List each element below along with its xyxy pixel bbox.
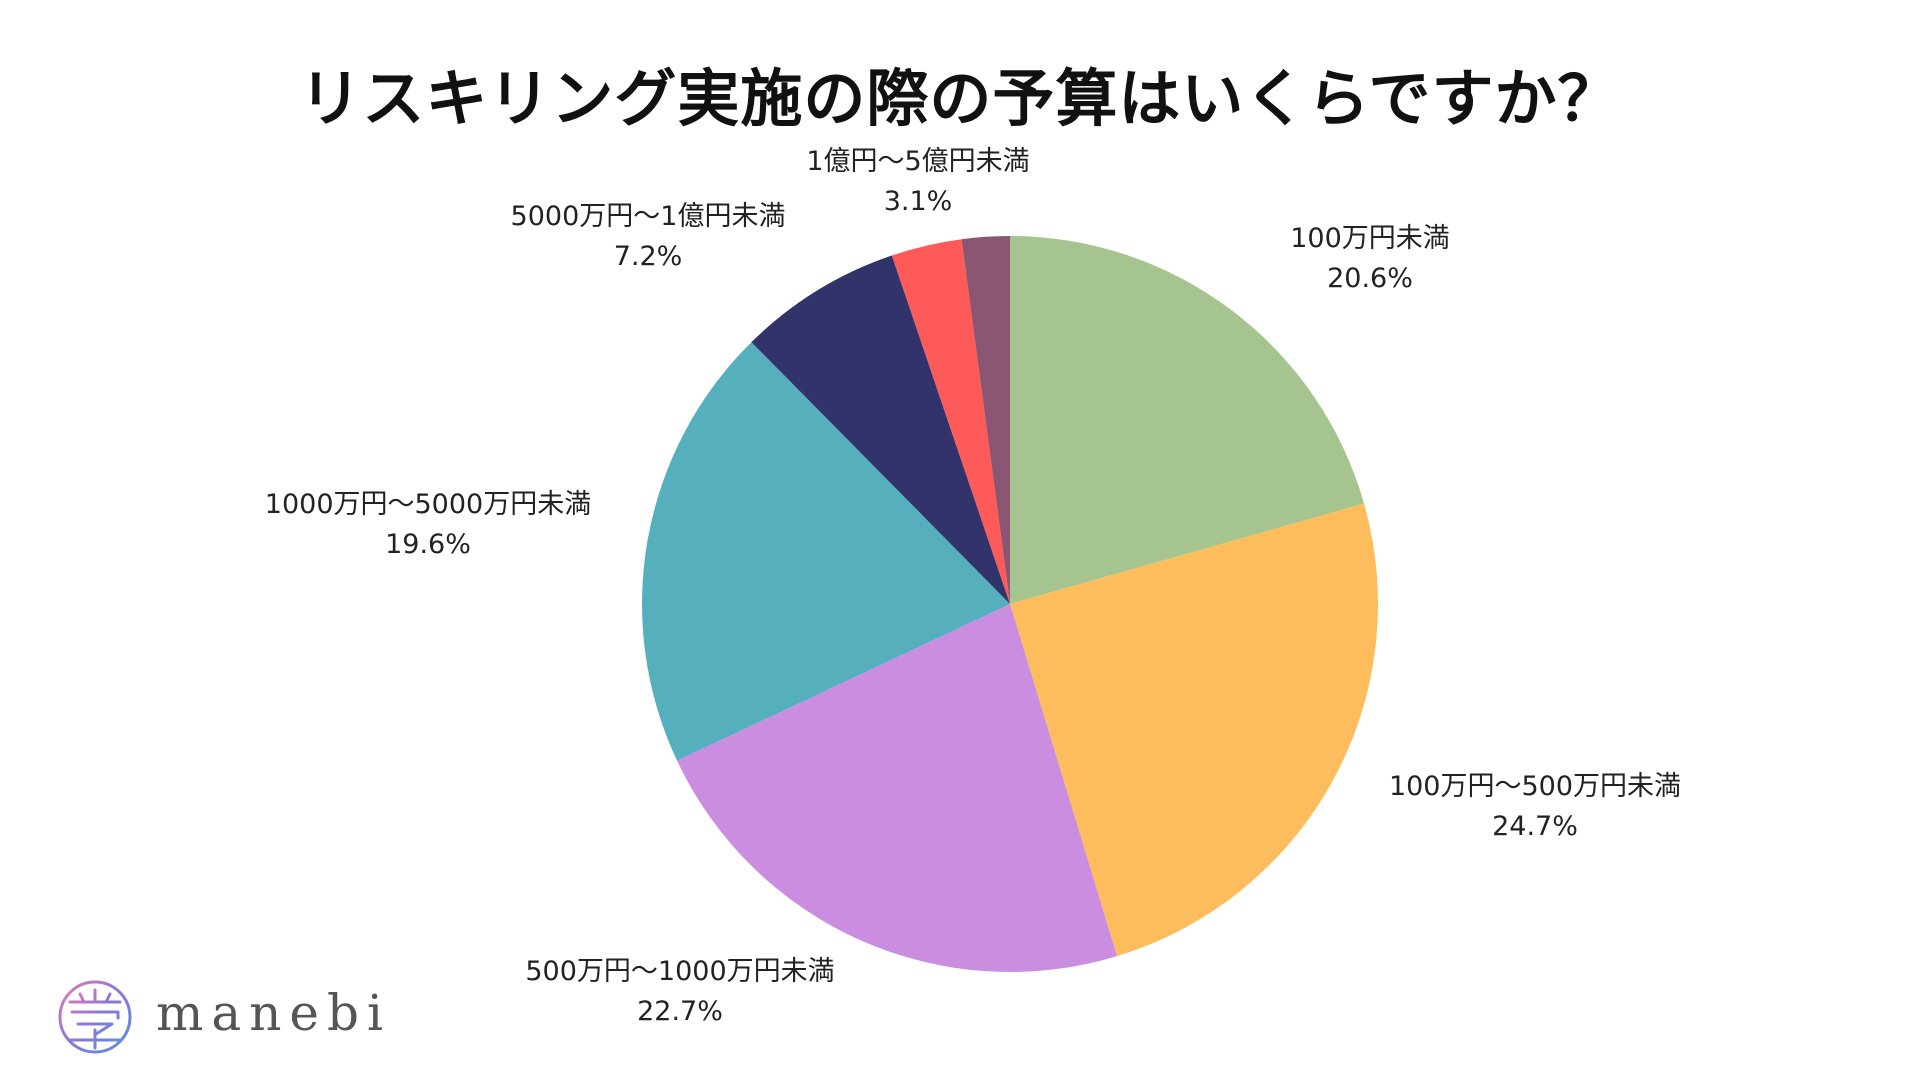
pie-slices [642,236,1378,972]
slice-label-5: 1億円～5億円未満 [806,146,1029,177]
pie-slice-4 [751,255,1010,604]
slice-label-4: 5000万円～1億円未満 [511,201,786,232]
pie-slice-3 [642,342,1010,761]
pie-slice-0 [1010,236,1365,604]
slice-value-label-0: 20.6% [1327,263,1413,294]
slice-value-label-4: 7.2% [614,241,683,272]
slice-label-1: 100万円～500万円未満 [1389,771,1681,802]
manebi-logo-mark-icon [58,980,132,1054]
slice-value-label-1: 24.7% [1492,811,1578,842]
slice-value-label-2: 22.7% [637,996,723,1027]
manebi-logo-text: manebi [156,984,392,1042]
slice-label-2: 500万円～1000万円未満 [525,956,834,987]
slice-value-label-3: 19.6% [385,529,471,560]
slice-label-3: 1000万円～5000万円未満 [265,489,591,520]
pie-labels: 100万円未満 20.6% 100万円～500万円未満 24.7% 500万円～1000… [265,146,1681,1027]
chart-title: リスキリング実施の際の予算はいくらですか？ [299,62,1621,135]
pie-slice-2 [677,604,1118,972]
pie-slice-6 [961,236,1010,604]
pie-slice-5 [891,239,1010,604]
pie-slice-1 [1010,503,1378,957]
slice-label-0: 100万円未満 [1290,223,1450,254]
manebi-logo: manebi [56,978,446,1062]
slice-value-label-5: 3.1% [884,186,953,217]
